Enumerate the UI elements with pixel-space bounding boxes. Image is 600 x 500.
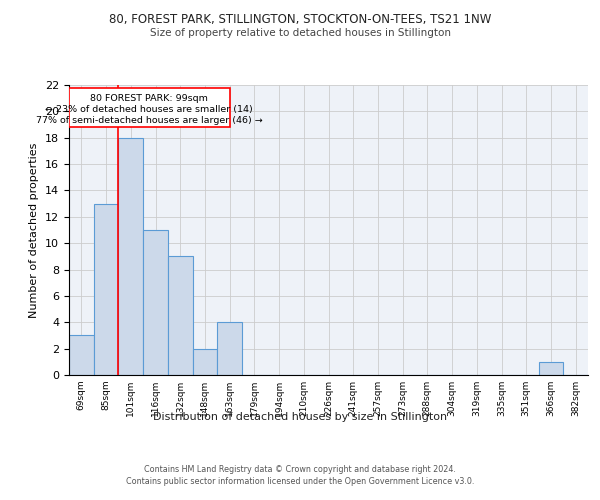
Bar (217, 322, 242, 375)
Bar (118, 138, 143, 375)
Text: 77% of semi-detached houses are larger (46) →: 77% of semi-detached houses are larger (… (36, 116, 263, 124)
Bar (69, 336, 94, 375)
Bar (94, 204, 118, 375)
FancyBboxPatch shape (69, 88, 230, 127)
Text: 80 FOREST PARK: 99sqm: 80 FOREST PARK: 99sqm (91, 94, 208, 103)
Text: 80, FOREST PARK, STILLINGTON, STOCKTON-ON-TEES, TS21 1NW: 80, FOREST PARK, STILLINGTON, STOCKTON-O… (109, 12, 491, 26)
Bar (143, 230, 168, 375)
Text: Size of property relative to detached houses in Stillington: Size of property relative to detached ho… (149, 28, 451, 38)
Text: Contains public sector information licensed under the Open Government Licence v3: Contains public sector information licen… (126, 478, 474, 486)
Text: Contains HM Land Registry data © Crown copyright and database right 2024.: Contains HM Land Registry data © Crown c… (144, 465, 456, 474)
Bar (168, 256, 193, 375)
Bar (539, 362, 563, 375)
Text: Distribution of detached houses by size in Stillington: Distribution of detached houses by size … (153, 412, 447, 422)
Text: ← 23% of detached houses are smaller (14): ← 23% of detached houses are smaller (14… (46, 105, 253, 114)
Y-axis label: Number of detached properties: Number of detached properties (29, 142, 40, 318)
Bar (193, 348, 217, 375)
